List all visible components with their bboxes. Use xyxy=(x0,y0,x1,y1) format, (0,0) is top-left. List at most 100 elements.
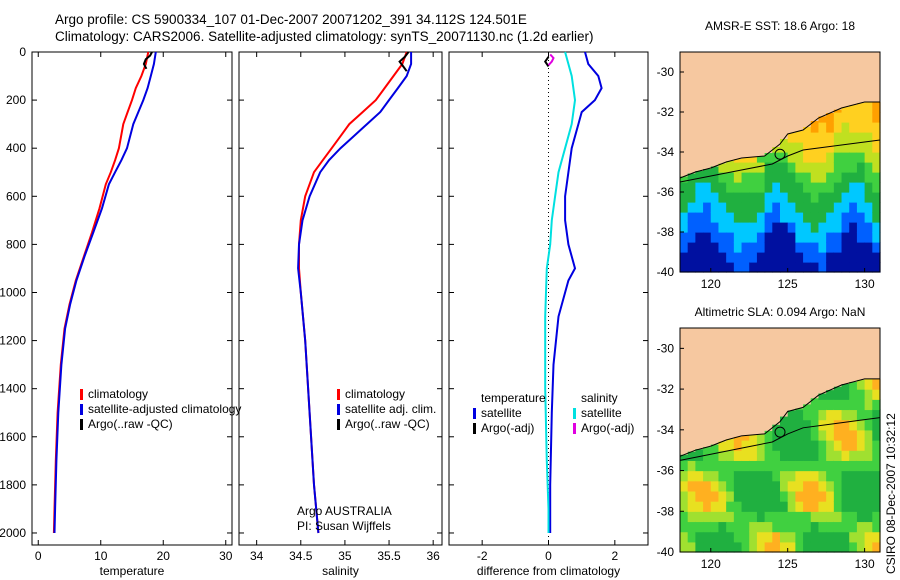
map-cell xyxy=(703,242,712,253)
map-cell xyxy=(726,222,735,233)
coastline xyxy=(679,101,880,179)
map-cell xyxy=(818,116,827,123)
map-cell xyxy=(703,531,712,543)
map-cell xyxy=(826,232,835,243)
legend-entry: Argo(-adj) xyxy=(481,421,534,435)
legend-swatch xyxy=(573,423,576,434)
map-cell xyxy=(695,171,704,173)
map-cell xyxy=(803,450,812,461)
map-cell xyxy=(810,480,820,492)
legend-entry: Argo(..raw -QC) xyxy=(88,417,173,431)
map-cell xyxy=(787,142,796,153)
map-cell xyxy=(756,531,766,543)
map-cell xyxy=(764,162,773,173)
map-cell xyxy=(733,262,743,273)
map-cell xyxy=(872,222,881,233)
map-cell xyxy=(864,460,873,472)
x-tick-label: 35 xyxy=(338,549,352,563)
map-cell xyxy=(695,460,704,472)
map-cell xyxy=(710,511,720,523)
map-cell xyxy=(795,440,804,451)
map-y-tick-label: -36 xyxy=(657,185,675,199)
map-cell xyxy=(710,501,720,512)
map-cell xyxy=(849,460,858,472)
map-cell xyxy=(856,440,866,451)
map-cell xyxy=(733,172,743,183)
map-cell xyxy=(680,460,689,472)
map-cell xyxy=(833,152,843,163)
map-cell xyxy=(872,501,881,512)
map-cell xyxy=(872,262,881,273)
map-cell xyxy=(856,470,866,482)
map-cell xyxy=(818,232,827,243)
map-cell xyxy=(818,212,827,223)
map-cell xyxy=(872,232,881,243)
map-cell xyxy=(826,470,835,482)
map-cell xyxy=(756,232,766,243)
map-cell xyxy=(687,262,696,273)
map-cell xyxy=(833,142,843,153)
map-cell xyxy=(872,112,881,123)
map-cell xyxy=(833,409,843,421)
map-cell xyxy=(756,460,766,472)
map-cell xyxy=(733,480,743,492)
map-cell xyxy=(810,172,820,183)
map-cell xyxy=(703,460,712,472)
map-cell xyxy=(680,192,689,203)
map-cell xyxy=(803,222,812,233)
map-cell xyxy=(864,521,873,533)
map-cell xyxy=(826,429,835,441)
map-cell xyxy=(803,419,812,431)
map-cell xyxy=(803,409,812,421)
map-cell xyxy=(695,511,704,523)
map-cell xyxy=(856,122,866,133)
map-cell xyxy=(680,470,689,482)
map-cell xyxy=(803,460,812,472)
map-cell xyxy=(833,386,843,390)
map-cell xyxy=(741,157,750,163)
map-cell xyxy=(826,142,835,153)
map-cell xyxy=(841,152,850,163)
map-cell xyxy=(833,490,843,502)
map-cell xyxy=(764,212,773,223)
map-cell xyxy=(733,541,743,553)
map-cell xyxy=(780,480,789,492)
map-cell xyxy=(818,470,827,482)
map-cell xyxy=(741,435,750,441)
legend-swatch xyxy=(337,389,340,400)
map-cell xyxy=(826,390,835,400)
map-cell xyxy=(826,521,835,533)
map-cell xyxy=(803,480,812,492)
map-cell xyxy=(772,511,781,523)
map-cell xyxy=(810,409,820,421)
map-cell xyxy=(764,531,773,543)
map-y-tick-label: -36 xyxy=(657,464,675,478)
map-cell xyxy=(687,252,696,263)
map-y-tick-label: -38 xyxy=(657,225,675,239)
map-cell xyxy=(741,262,750,273)
map-cell xyxy=(756,541,766,553)
map-cell xyxy=(856,521,866,533)
map-cell xyxy=(710,182,720,193)
map-cell xyxy=(749,490,758,502)
map-cell xyxy=(826,122,835,133)
map-cell xyxy=(841,541,850,553)
map-cell xyxy=(687,460,696,472)
map-cell xyxy=(810,398,820,400)
map-cell xyxy=(872,409,881,421)
map-cell xyxy=(849,105,858,113)
map-cell xyxy=(726,212,735,223)
map-cell xyxy=(780,541,789,553)
map-cell xyxy=(841,450,850,461)
map-cell xyxy=(849,511,858,523)
map-cell xyxy=(741,252,750,263)
map-cell xyxy=(733,440,743,451)
map-cell xyxy=(856,182,866,193)
map-cell xyxy=(841,440,850,451)
map-cell xyxy=(872,429,881,441)
map-cell xyxy=(703,192,712,203)
map-panel-1 xyxy=(679,51,881,273)
map-cell xyxy=(756,501,766,512)
map-cell xyxy=(864,501,873,512)
map-cell xyxy=(810,162,820,173)
